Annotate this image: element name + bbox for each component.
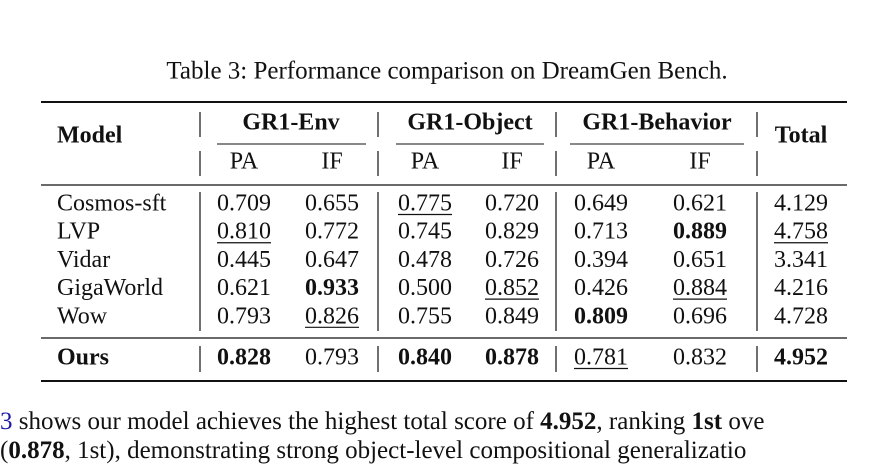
sub-header: IF (689, 149, 710, 175)
table-cell: 0.445 (217, 247, 271, 273)
table-cell: 0.884 (673, 275, 727, 301)
paragraph-line: (0.878, 1st), demonstrating strong objec… (0, 437, 746, 464)
table-cell: 0.426 (574, 275, 628, 301)
link[interactable]: 3 (0, 408, 13, 435)
table-cell: 0.781 (574, 345, 628, 371)
table-cell: 4.952 (774, 345, 828, 371)
sub-header: PA (587, 149, 616, 175)
table-cell: 4.216 (774, 275, 828, 301)
row-label: Cosmos-sft (57, 191, 167, 217)
sub-header: PA (411, 149, 440, 175)
table-cell: 0.655 (305, 191, 359, 217)
table-cell: 0.647 (305, 247, 359, 273)
row-label: Wow (57, 303, 108, 329)
group-header: GR1-Env (242, 110, 339, 136)
table-cell: 4.129 (774, 191, 828, 217)
sub-header: IF (501, 149, 522, 175)
table-cell: 0.840 (398, 345, 452, 371)
table-cell: 0.793 (217, 303, 271, 329)
table-cell: 4.728 (774, 303, 828, 329)
table-cell: 0.696 (673, 303, 727, 329)
table-cell: 0.621 (217, 275, 271, 301)
table-cell: 0.478 (398, 247, 452, 273)
sub-header: PA (230, 149, 259, 175)
sub-header: IF (321, 149, 342, 175)
table-cell: 0.713 (574, 219, 628, 245)
table-cell: 0.809 (574, 303, 628, 329)
table-cell: 0.500 (398, 275, 452, 301)
table-cell: 0.849 (485, 303, 539, 329)
row-label: Ours (57, 345, 109, 371)
header-cell: Model (57, 123, 123, 149)
table-cell: 0.829 (485, 219, 539, 245)
text-run: , ranking (596, 408, 691, 435)
table-cell: 0.852 (485, 275, 539, 301)
text-run: ove (722, 408, 764, 435)
table-cell: 0.810 (217, 219, 271, 245)
table-cell: 0.621 (673, 191, 727, 217)
table-cell: 0.745 (398, 219, 452, 245)
header-cell: Total (775, 123, 828, 149)
table-cell: 4.758 (774, 219, 828, 245)
group-header: GR1-Behavior (582, 110, 732, 136)
table-cell: 0.889 (673, 219, 727, 245)
paragraph-line: 3 shows our model achieves the highest t… (0, 408, 764, 435)
table-cell: 0.772 (305, 219, 359, 245)
table-cell: 3.341 (774, 247, 828, 273)
row-label: LVP (57, 219, 100, 245)
text-run: , 1st), demonstrating strong object-leve… (65, 437, 747, 464)
table-cell: 0.826 (305, 303, 359, 329)
table-cell: 0.709 (217, 191, 271, 217)
row-label: GigaWorld (57, 275, 163, 301)
table-cell: 0.649 (574, 191, 628, 217)
table-cell: 0.828 (217, 345, 271, 371)
text-run: 1st (692, 408, 723, 435)
text-run: ( (0, 437, 8, 464)
row-label: Vidar (57, 247, 110, 273)
table-cell: 0.720 (485, 191, 539, 217)
table-cell: 0.651 (673, 247, 727, 273)
table-cell: 0.394 (574, 247, 628, 273)
table-caption: Table 3: Performance comparison on Dream… (166, 58, 727, 85)
text-run: 4.952 (540, 408, 596, 435)
text-run: 0.878 (8, 437, 64, 464)
table-cell: 0.832 (673, 345, 727, 371)
table-cell: 0.726 (485, 247, 539, 273)
table-cell: 0.775 (398, 191, 452, 217)
table-cell: 0.878 (485, 345, 539, 371)
text-run: shows our model achieves the highest tot… (13, 408, 541, 435)
table-cell: 0.755 (398, 303, 452, 329)
group-header: GR1-Object (407, 110, 532, 136)
table-cell: 0.933 (305, 275, 359, 301)
table-cell: 0.793 (305, 345, 359, 371)
